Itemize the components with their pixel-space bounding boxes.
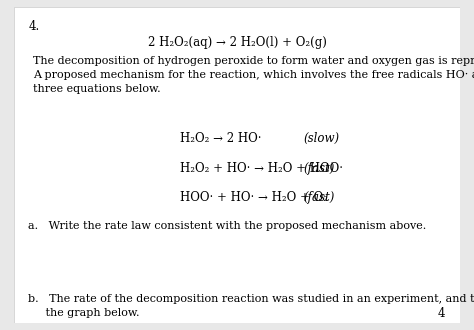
Text: (fast): (fast) [303, 191, 335, 204]
Text: The decomposition of hydrogen peroxide to form water and oxygen gas is represent: The decomposition of hydrogen peroxide t… [33, 56, 474, 94]
Text: 4.: 4. [28, 20, 40, 33]
Text: 2 H₂O₂(aq) → 2 H₂O(l) + O₂(g): 2 H₂O₂(aq) → 2 H₂O(l) + O₂(g) [147, 36, 327, 49]
Text: (slow): (slow) [303, 132, 339, 145]
Text: HOO· + HO· → H₂O + O₂: HOO· + HO· → H₂O + O₂ [180, 191, 328, 204]
Text: a.   Write the rate law consistent with the proposed mechanism above.: a. Write the rate law consistent with th… [28, 221, 427, 231]
Text: (fast): (fast) [303, 162, 335, 175]
Text: H₂O₂ → 2 HO·: H₂O₂ → 2 HO· [180, 132, 262, 145]
Text: 4: 4 [438, 307, 446, 320]
Text: H₂O₂ + HO· → H₂O + HOO·: H₂O₂ + HO· → H₂O + HOO· [180, 162, 343, 175]
Text: b.   The rate of the decomposition reaction was studied in an experiment, and th: b. The rate of the decomposition reactio… [28, 294, 474, 318]
